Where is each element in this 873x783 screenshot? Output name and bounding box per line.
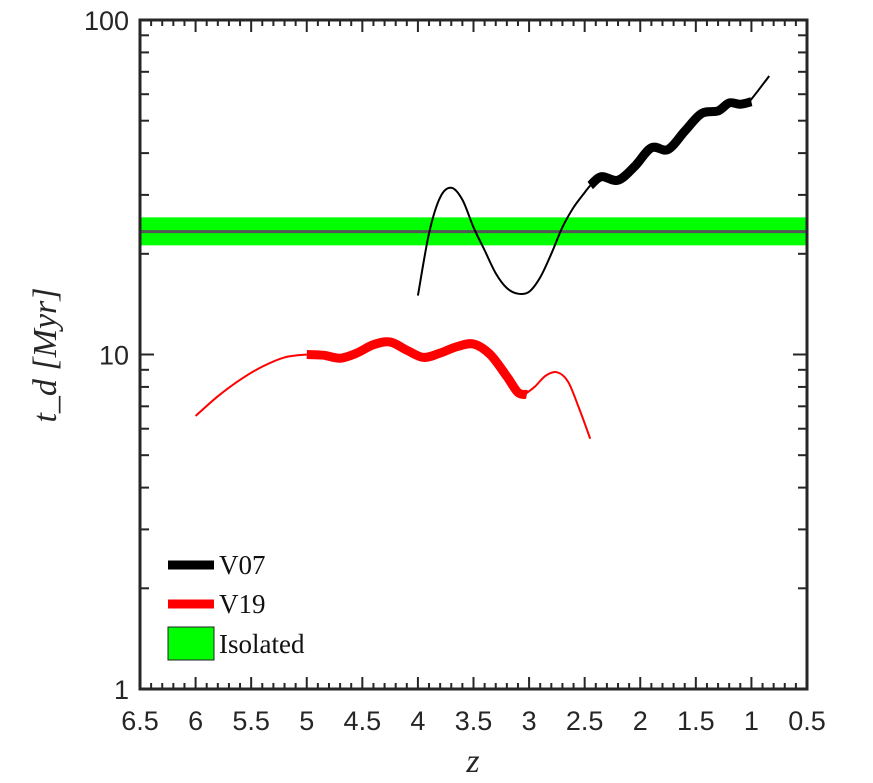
x-axis-label: z xyxy=(465,743,479,780)
x-tick-label: 1.5 xyxy=(677,706,715,736)
legend: V07 V19 Isolated xyxy=(167,550,305,661)
y-tick-labels: 1 10 100 xyxy=(84,6,129,705)
series-v07-thick-line xyxy=(587,97,753,190)
x-tick-label: 2 xyxy=(633,706,648,736)
x-tick-label: 2.5 xyxy=(566,706,604,736)
legend-label-isolated: Isolated xyxy=(219,629,305,659)
x-tick-label: 6 xyxy=(188,706,203,736)
x-tick-label: 4 xyxy=(410,706,425,736)
series-v19-thick-line xyxy=(306,337,528,399)
y-tick-label: 10 xyxy=(99,341,129,371)
x-tick-label: 3 xyxy=(522,706,537,736)
x-tick-label: 6.5 xyxy=(121,706,159,736)
x-tick-label: 5.5 xyxy=(232,706,270,736)
x-tick-label: 4.5 xyxy=(344,706,382,736)
x-tick-label: 0.5 xyxy=(788,706,826,736)
legend-label-v07: V07 xyxy=(219,550,266,580)
legend-swatch-isolated xyxy=(167,626,215,661)
x-tick-label: 5 xyxy=(299,706,314,736)
plot-frame xyxy=(138,18,809,691)
x-tick-label: 1 xyxy=(744,706,759,736)
x-tick-label: 3.5 xyxy=(455,706,493,736)
isolated-band-group xyxy=(140,217,807,246)
legend-label-v19: V19 xyxy=(219,589,266,619)
x-tick-labels: 6.5 6 5.5 5 4.5 4 3.5 3 2.5 2 1.5 1 0.5 xyxy=(121,706,826,736)
y-axis-label: t_d [Myr] xyxy=(27,287,64,422)
y-tick-label: 100 xyxy=(84,6,129,36)
y-tick-label: 1 xyxy=(114,675,129,705)
series-v19-thin-line xyxy=(194,353,592,440)
series-group xyxy=(194,75,771,440)
